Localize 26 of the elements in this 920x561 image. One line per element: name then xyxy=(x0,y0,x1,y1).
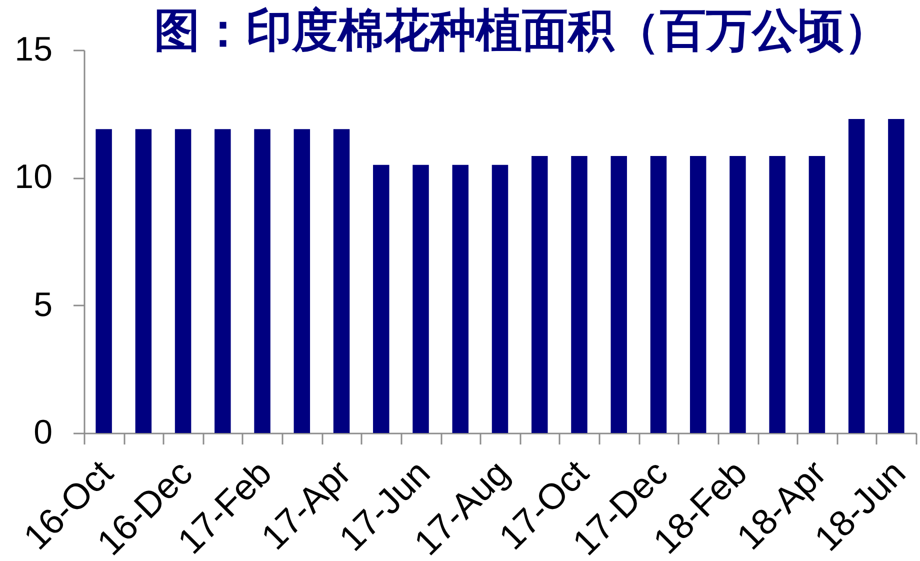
bar xyxy=(690,156,706,433)
bar xyxy=(96,129,112,433)
bar xyxy=(492,164,508,433)
bar xyxy=(174,129,192,433)
y-tick-label: 15 xyxy=(14,30,52,68)
bar xyxy=(373,164,390,433)
bar xyxy=(531,156,548,433)
bar xyxy=(888,118,904,433)
bar xyxy=(571,156,588,433)
y-tick-label: 0 xyxy=(34,414,52,452)
y-tick-label: 5 xyxy=(34,286,52,324)
bar xyxy=(610,156,627,433)
bar xyxy=(294,129,310,433)
bar xyxy=(214,129,231,433)
bar xyxy=(254,129,270,433)
bar xyxy=(333,129,350,433)
bar xyxy=(135,129,152,433)
bar xyxy=(769,156,786,433)
bar xyxy=(848,118,865,433)
y-tick-label: 10 xyxy=(14,158,52,196)
bar xyxy=(650,156,667,433)
bar xyxy=(730,156,746,433)
bar xyxy=(808,156,826,433)
bar xyxy=(452,164,469,433)
chart-title: 图：印度棉花种植面积（百万公顷） xyxy=(154,3,890,57)
bar xyxy=(412,164,429,433)
